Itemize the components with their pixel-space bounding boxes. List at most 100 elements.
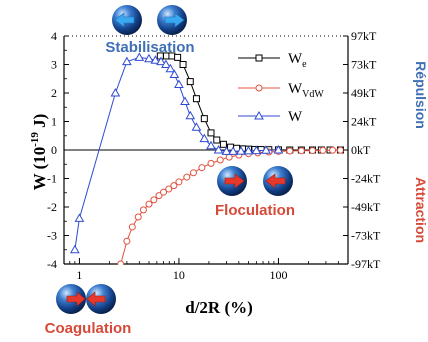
legend-label: We	[288, 51, 307, 70]
repulsion-label-group: Répulsion	[413, 61, 428, 129]
data-point	[165, 63, 176, 73]
right-tick-label: 0kT	[351, 143, 371, 157]
data-point	[221, 146, 232, 155]
data-point	[170, 182, 178, 190]
coagulation-label: Coagulation	[45, 320, 132, 337]
data-point	[200, 115, 208, 123]
series-clip-group	[69, 52, 344, 265]
y-tick-label: -4	[47, 257, 57, 271]
data-point	[122, 56, 132, 66]
data-point	[185, 110, 196, 120]
data-point	[225, 153, 233, 161]
data-point	[128, 223, 136, 231]
y-tick-label: -1	[47, 172, 57, 186]
data-point	[174, 79, 184, 88]
data-point	[207, 159, 215, 167]
legend-label-subscript: VdW	[302, 89, 324, 100]
y-axis-label: W (10-19 J)	[29, 114, 49, 191]
data-point	[319, 146, 327, 154]
attraction-label-group: Attraction	[413, 177, 428, 243]
data-point	[175, 178, 183, 186]
data-point	[179, 61, 187, 68]
data-point	[110, 87, 121, 97]
y-tick-label: -2	[47, 200, 57, 214]
series-triangle	[69, 52, 284, 254]
x-tick-label: 1	[76, 268, 82, 282]
data-point	[117, 260, 125, 265]
y-axis-label-main: W (10	[30, 147, 49, 191]
right-tick-label: -97kT	[351, 257, 381, 271]
data-point	[74, 213, 85, 222]
data-point	[219, 140, 227, 148]
x-tick-label: 100	[269, 268, 287, 282]
data-point	[192, 95, 200, 103]
attraction-label: Attraction	[413, 177, 428, 243]
right-tick-label: 24kT	[351, 115, 377, 129]
y-tick-label: -3	[47, 229, 57, 243]
data-point	[180, 96, 190, 106]
data-point	[213, 136, 221, 144]
data-point	[134, 213, 142, 221]
x-tick-label: 10	[173, 268, 185, 282]
data-point	[145, 200, 153, 208]
data-point	[198, 164, 206, 172]
data-point	[286, 147, 294, 155]
data-point	[160, 188, 168, 196]
ticks-layer: -4 -3 -2 -1 0 1 2 3 4 97kT 73kT 49kT 24kT 0kT -24kT -49…	[47, 29, 381, 282]
right-tick-label: 49kT	[351, 86, 377, 100]
coagulation-particles-icon	[56, 284, 116, 314]
y-axis-label-unit: J)	[30, 114, 49, 132]
data-point	[261, 145, 271, 154]
data-point	[186, 78, 194, 86]
data-point	[228, 146, 238, 155]
right-tick-label: 73kT	[351, 58, 377, 72]
stabilisation-label: Stabilisation	[105, 39, 194, 56]
data-point	[243, 145, 254, 155]
svg-text:W (10-19 J): W (10-19 J)	[29, 114, 49, 191]
legend-label: WVdW	[288, 81, 324, 100]
data-point	[150, 55, 161, 64]
data-point	[309, 147, 317, 155]
right-tick-label: -73kT	[351, 229, 381, 243]
data-point	[273, 144, 284, 154]
legend-marker	[255, 54, 263, 62]
data-point	[216, 156, 224, 164]
data-point	[169, 69, 180, 78]
series-layer	[69, 52, 344, 265]
series-circle	[117, 146, 344, 265]
legend-marker	[255, 84, 263, 92]
stabilisation-particles-icon	[112, 5, 187, 35]
data-point	[329, 146, 337, 154]
floculation-particles-icon	[217, 166, 293, 196]
data-point	[251, 145, 262, 155]
data-point	[336, 146, 344, 154]
right-tick-label: -49kT	[351, 200, 381, 214]
data-point	[236, 146, 246, 155]
data-point	[134, 52, 145, 61]
data-point	[139, 206, 147, 214]
data-point	[123, 237, 131, 245]
data-point	[297, 147, 305, 155]
y-tick-label: 2	[51, 86, 57, 100]
data-point	[206, 140, 216, 150]
legend-marker	[254, 110, 264, 120]
y-tick-label: 3	[51, 58, 57, 72]
data-point	[161, 59, 171, 68]
repulsion-label: Répulsion	[413, 61, 428, 129]
legend-label: W	[288, 109, 303, 125]
data-point	[213, 144, 224, 154]
data-point	[165, 185, 173, 193]
data-point	[207, 129, 215, 137]
y-tick-label: 1	[51, 115, 57, 129]
data-point	[156, 56, 166, 66]
data-point	[191, 122, 202, 131]
data-point	[69, 244, 80, 254]
data-point	[183, 173, 191, 181]
y-axis-label-exponent: -19	[29, 132, 41, 147]
data-point	[189, 169, 197, 177]
y-tick-label: 4	[51, 29, 57, 43]
y-tick-label: 0	[51, 143, 57, 157]
legend-label-subscript: e	[302, 59, 307, 70]
